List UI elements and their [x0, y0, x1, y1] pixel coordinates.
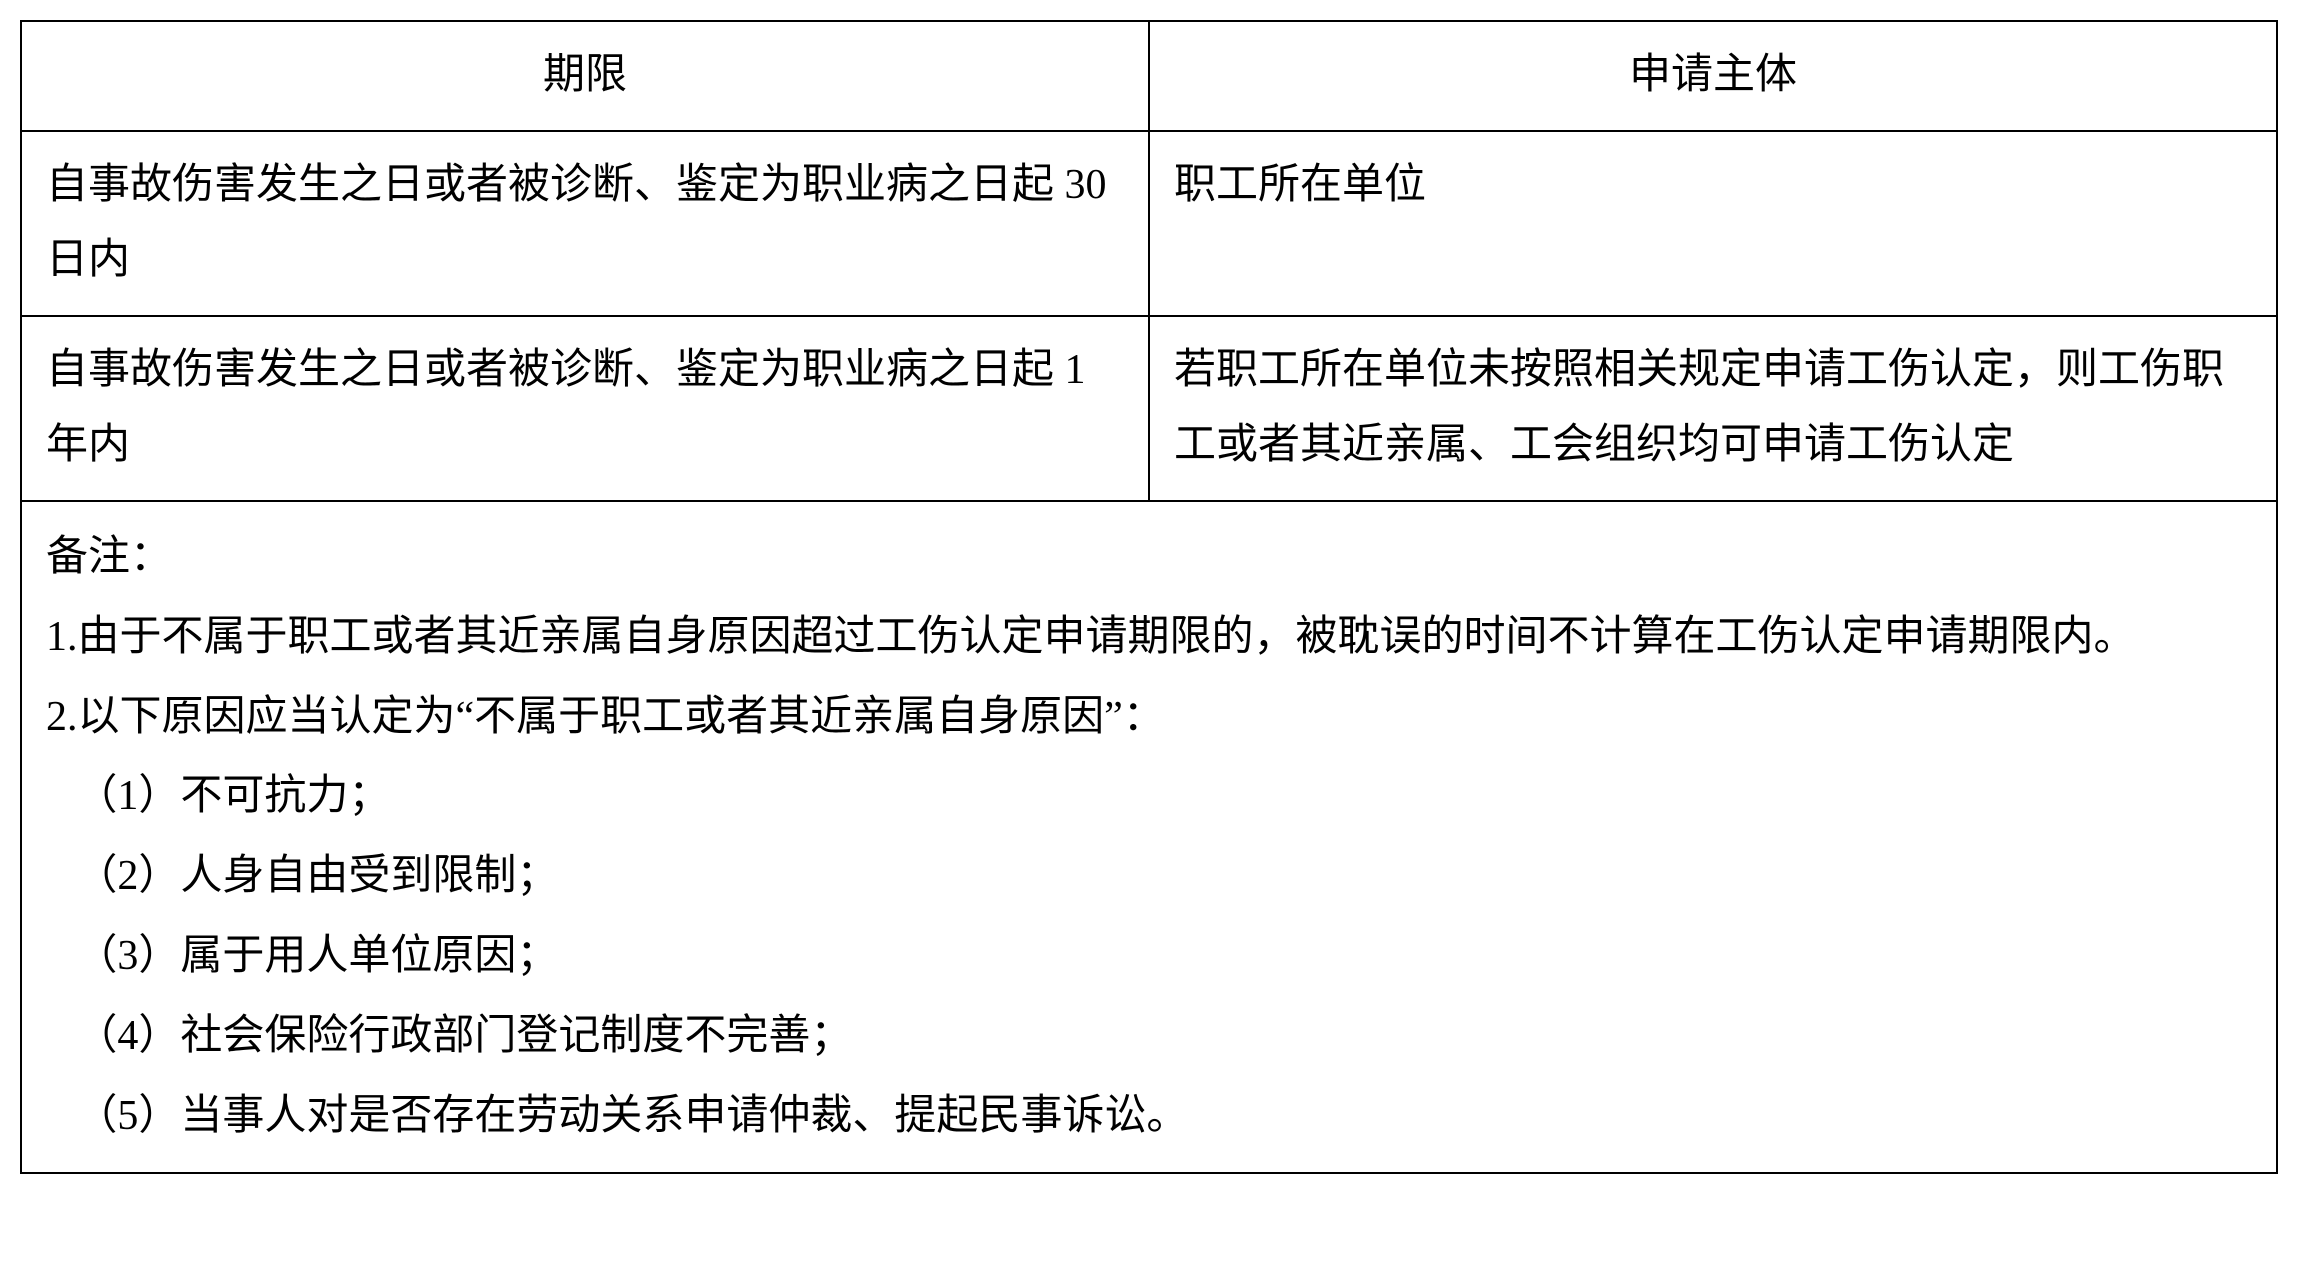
table-header-row: 期限 申请主体 — [21, 21, 2277, 131]
note-subitem: （1）不可抗力； — [46, 757, 2252, 837]
notes-cell: 备注： 1.由于不属于职工或者其近亲属自身原因超过工伤认定申请期限的，被耽误的时… — [21, 501, 2277, 1173]
note-item: 2.以下原因应当认定为“不属于职工或者其近亲属自身原因”： — [46, 678, 2252, 758]
header-applicant: 申请主体 — [1149, 21, 2277, 131]
note-subitem: （2）人身自由受到限制； — [46, 837, 2252, 917]
applicant-cell: 若职工所在单位未按照相关规定申请工伤认定，则工伤职工或者其近亲属、工会组织均可申… — [1149, 316, 2277, 501]
note-subitem: （5）当事人对是否存在劳动关系申请仲裁、提起民事诉讼。 — [46, 1077, 2252, 1157]
notes-title: 备注： — [46, 518, 2252, 598]
table-row: 自事故伤害发生之日或者被诊断、鉴定为职业病之日起 1 年内 若职工所在单位未按照… — [21, 316, 2277, 501]
period-cell: 自事故伤害发生之日或者被诊断、鉴定为职业病之日起 30 日内 — [21, 131, 1149, 316]
period-cell: 自事故伤害发生之日或者被诊断、鉴定为职业病之日起 1 年内 — [21, 316, 1149, 501]
table-row: 自事故伤害发生之日或者被诊断、鉴定为职业病之日起 30 日内 职工所在单位 — [21, 131, 2277, 316]
note-subitem: （4）社会保险行政部门登记制度不完善； — [46, 997, 2252, 1077]
header-period: 期限 — [21, 21, 1149, 131]
note-subitem: （3）属于用人单位原因； — [46, 917, 2252, 997]
deadline-table: 期限 申请主体 自事故伤害发生之日或者被诊断、鉴定为职业病之日起 30 日内 职… — [20, 20, 2278, 1174]
note-item: 1.由于不属于职工或者其近亲属自身原因超过工伤认定申请期限的，被耽误的时间不计算… — [46, 598, 2252, 678]
notes-row: 备注： 1.由于不属于职工或者其近亲属自身原因超过工伤认定申请期限的，被耽误的时… — [21, 501, 2277, 1173]
applicant-cell: 职工所在单位 — [1149, 131, 2277, 316]
